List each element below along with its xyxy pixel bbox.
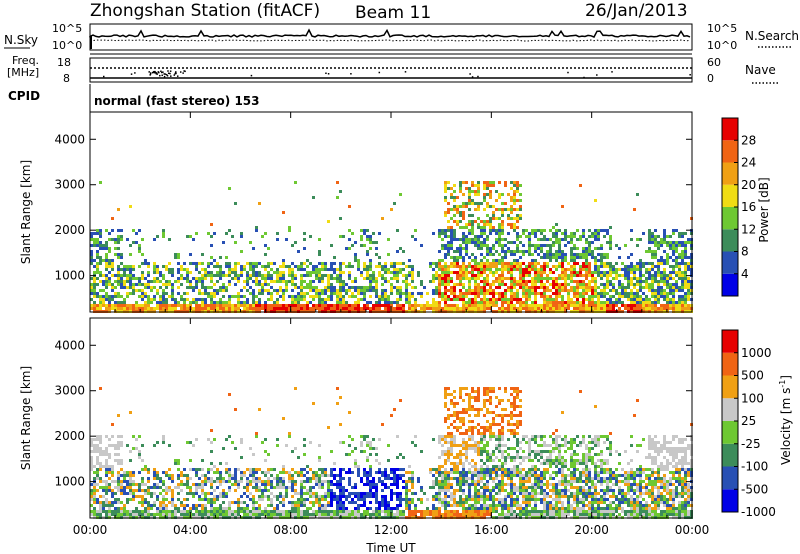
velocity-y-axis: 1000 2000 3000 4000 — [54, 338, 692, 489]
power-ytick-label-3: 4000 — [54, 132, 85, 146]
power-colorbar-swatch-6 — [722, 140, 738, 163]
nsearch-tick-top: 10^5 — [707, 22, 737, 35]
velocity-ytick-label-3: 4000 — [54, 338, 85, 352]
cpid-text: normal (fast stereo) 153 — [94, 94, 260, 108]
power-colorbar-swatch-1 — [722, 251, 738, 274]
xtick-label-5: 20:00 — [574, 523, 609, 537]
velocity-ytick-label-1: 2000 — [54, 429, 85, 443]
power-colorbar-tick-5: 24 — [741, 156, 756, 170]
velocity-colorbar-tick-4: -25 — [741, 437, 761, 451]
velocity-colorbar-tick-5: -100 — [741, 460, 768, 474]
power-colorbar-swatch-3 — [722, 207, 738, 230]
velocity-colorbar-tick-7: -1000 — [741, 505, 776, 519]
velocity-ytick-label-0: 1000 — [54, 475, 85, 489]
power-colorbar-tick-2: 12 — [741, 222, 756, 236]
beam-title: Beam 11 — [355, 3, 431, 23]
nsky-tick-bottom: 10^0 — [52, 39, 82, 52]
power-colorbar-tick-4: 20 — [741, 178, 756, 192]
nsky-tick-top: 10^5 — [52, 22, 82, 35]
power-ylabel: Slant Range [km] — [19, 160, 33, 264]
freq-strip-frame — [89, 57, 693, 83]
freq-label-2: [MHz] — [7, 66, 39, 79]
velocity-colorbar-label: Velocity [m s-1] — [778, 375, 793, 465]
velocity-colorbar-tick-0: 1000 — [741, 346, 772, 360]
velocity-panel-frame — [89, 317, 693, 519]
velocity-colorbar-tick-3: 25 — [741, 414, 756, 428]
velocity-colorbar-swatch-4 — [722, 398, 738, 421]
xtick-label-3: 12:00 — [374, 523, 409, 537]
time-x-axis: 00:00 04:00 08:00 12:00 16:00 20:00 00:00 — [73, 112, 710, 537]
cpid-label: CPID — [8, 89, 40, 103]
velocity-colorbar-swatch-6 — [722, 352, 738, 376]
power-colorbar-swatch-0 — [722, 273, 738, 296]
power-colorbar: 4 8 12 16 20 24 28 — [721, 117, 756, 297]
power-heatmap — [90, 181, 693, 313]
power-colorbar-tick-1: 8 — [741, 245, 749, 259]
power-colorbar-swatch-7 — [722, 118, 738, 141]
velocity-colorbar-swatch-1 — [722, 466, 738, 490]
power-ytick-label-2: 3000 — [54, 178, 85, 192]
date-title: 26/Jan/2013 — [585, 1, 688, 21]
velocity-colorbar-swatch-2 — [722, 443, 738, 467]
power-ytick-label-0: 1000 — [54, 269, 85, 283]
xtick-label-1: 04:00 — [173, 523, 208, 537]
power-colorbar-swatch-2 — [722, 229, 738, 252]
power-colorbar-label: Power [dB] — [757, 177, 771, 242]
nave-tick-top: 60 — [707, 56, 721, 69]
velocity-heatmap — [90, 387, 693, 519]
freq-trace — [90, 67, 692, 79]
xtick-label-2: 08:00 — [273, 523, 308, 537]
velocity-colorbar-tick-6: -500 — [741, 482, 768, 496]
velocity-colorbar-swatch-3 — [722, 421, 738, 444]
xtick-label-6: 00:00 — [675, 523, 710, 537]
freq-tick-bottom: 8 — [63, 72, 70, 85]
freq-label-1: Freq. — [12, 54, 39, 67]
power-ytick-label-1: 2000 — [54, 223, 85, 237]
power-colorbar-tick-6: 28 — [741, 133, 756, 147]
velocity-colorbar-tick-1: 500 — [741, 369, 764, 383]
power-colorbar-swatch-4 — [722, 184, 738, 207]
velocity-ylabel: Slant Range [km] — [19, 366, 33, 470]
velocity-ytick-label-2: 3000 — [54, 384, 85, 398]
power-colorbar-tick-3: 16 — [741, 200, 756, 214]
nsearch-label: N.Search — [745, 29, 799, 43]
power-panel-frame — [89, 111, 693, 313]
velocity-colorbar-tick-2: 100 — [741, 391, 764, 405]
station-title: Zhongshan Station (fitACF) — [90, 1, 320, 21]
velocity-colorbar-swatch-7 — [722, 330, 738, 353]
xaxis-label: Time UT — [365, 541, 416, 554]
nsky-label: N.Sky — [4, 33, 38, 47]
velocity-colorbar-swatch-5 — [722, 375, 738, 399]
nave-label: Nave — [745, 63, 776, 77]
nave-tick-bottom: 0 — [707, 72, 714, 85]
velocity-colorbar: 1000 500 100 25 -25 -100 -500 -1000 — [721, 329, 776, 519]
power-colorbar-swatch-5 — [722, 162, 738, 185]
power-y-axis: 1000 2000 3000 4000 — [54, 132, 692, 283]
xtick-label-4: 16:00 — [474, 523, 509, 537]
xtick-label-0: 00:00 — [73, 523, 108, 537]
velocity-colorbar-swatch-0 — [722, 489, 738, 512]
nsky-trace — [89, 28, 691, 49]
power-colorbar-tick-0: 4 — [741, 267, 749, 281]
nsearch-tick-bottom: 10^0 — [707, 39, 737, 52]
freq-tick-top: 18 — [57, 56, 71, 69]
